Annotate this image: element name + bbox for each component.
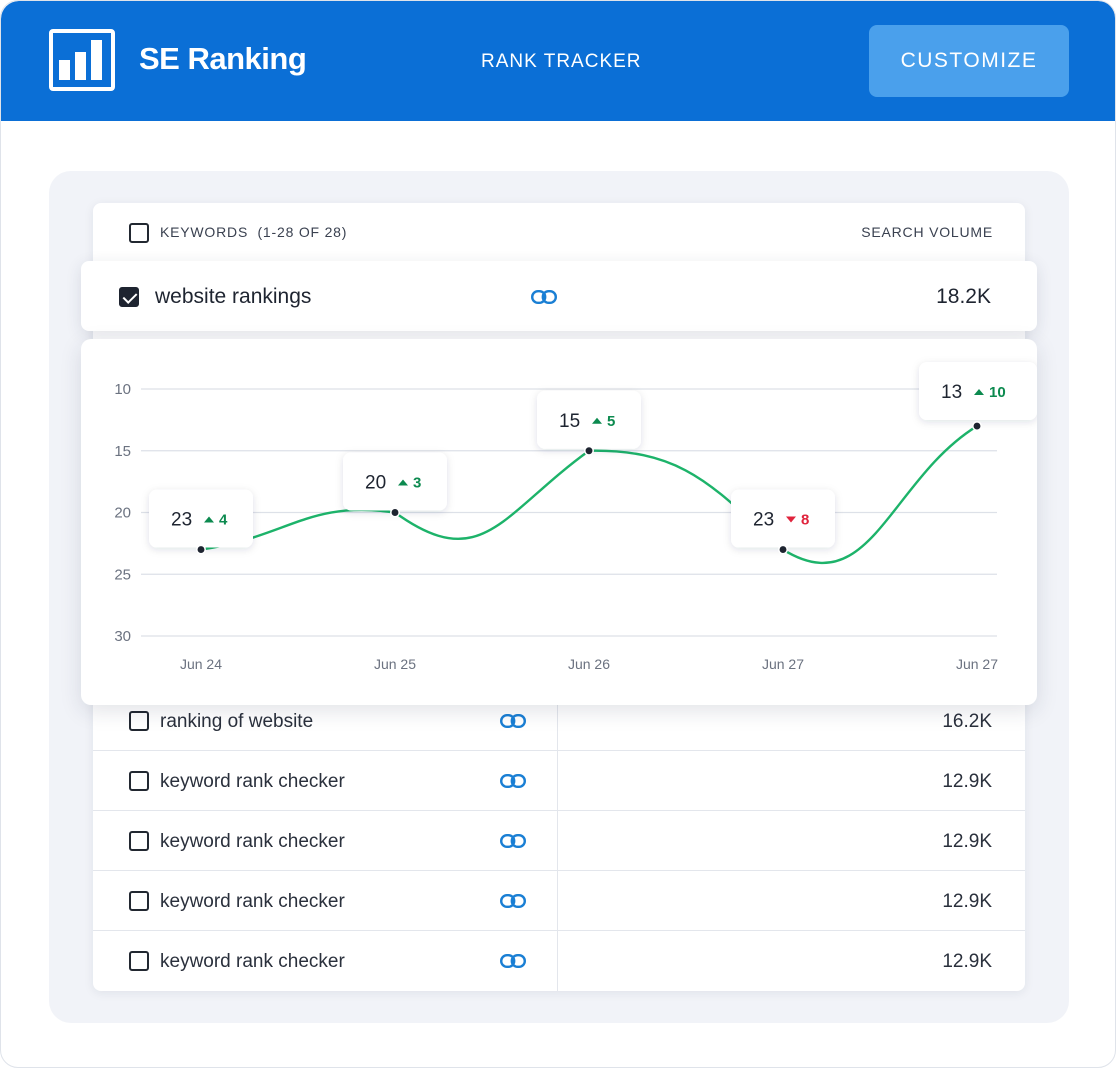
column-divider [557,871,558,931]
row-checkbox[interactable] [129,771,149,791]
table-row[interactable]: ranking of website 16.2K [93,691,1025,751]
table-row[interactable]: keyword rank checker 12.9K [93,931,1025,991]
keywords-count: (1-28 OF 28) [257,224,348,240]
table-header: KEYWORDS (1-28 OF 28) SEARCH VOLUME [93,203,1025,261]
keyword-label: ranking of website [160,711,314,732]
search-volume-value: 12.9K [942,771,992,792]
position-change: 3 [413,475,421,492]
column-divider [557,751,558,811]
link-icon[interactable] [500,774,526,788]
link-icon[interactable] [500,894,526,908]
position-value: 20 [365,473,386,494]
y-tick-label: 10 [114,381,131,398]
keyword-label: keyword rank checker [160,771,345,792]
row-checkbox-checked[interactable] [119,287,139,307]
y-tick-label: 20 [114,505,131,522]
x-tick-label: Jun 27 [956,656,998,672]
tooltip-box [343,452,447,511]
link-icon[interactable] [500,834,526,848]
keywords-column-header[interactable]: KEYWORDS (1-28 OF 28) [160,224,348,240]
link-icon[interactable] [500,954,526,968]
data-point[interactable] [196,544,206,555]
top-bar: SE Ranking RANK TRACKER CUSTOMIZE [1,1,1115,121]
data-point[interactable] [778,544,788,555]
column-divider [557,931,558,991]
selected-keyword-row[interactable]: website rankings 18.2K [81,261,1037,331]
search-volume-column-header[interactable]: SEARCH VOLUME [861,224,993,240]
table-row[interactable]: keyword rank checker 12.9K [93,811,1025,871]
link-icon[interactable] [531,290,557,304]
search-volume-value: 16.2K [942,711,992,732]
customize-button[interactable]: CUSTOMIZE [869,25,1069,97]
tooltip-box [537,390,641,449]
row-checkbox[interactable] [129,891,149,911]
nav-title-rank-tracker[interactable]: RANK TRACKER [481,51,642,72]
arrow-up-icon [974,389,984,396]
data-point-tooltip: 13 10 [919,362,1037,421]
ranking-chart: 10 15 20 25 30 Jun 24 Jun 25 Jun 26 Jun 27 Jun 2… [81,339,1037,705]
data-point-tooltip: 23 4 [149,489,253,548]
column-divider [557,811,558,871]
search-volume-value: 12.9K [942,951,992,972]
keyword-label: keyword rank checker [160,891,345,912]
table-row[interactable]: keyword rank checker 12.9K [93,871,1025,931]
table-row[interactable]: keyword rank checker 12.9K [93,751,1025,811]
search-volume-value: 12.9K [942,831,992,852]
column-divider [557,691,558,751]
arrow-down-icon [786,516,796,523]
row-checkbox[interactable] [129,711,149,731]
position-change: 5 [607,413,615,430]
arrow-up-icon [398,479,408,486]
x-tick-label: Jun 27 [762,656,804,672]
y-tick-label: 25 [114,566,131,583]
bar-chart-icon [49,29,115,91]
ranking-chart-svg: 10 15 20 25 30 Jun 24 Jun 25 Jun 26 Jun 27 Jun 2… [114,362,1037,672]
data-point[interactable] [972,421,982,432]
position-change: 8 [801,512,809,529]
x-tick-label: Jun 26 [568,656,610,672]
keyword-rows: ranking of website 16.2K keyword rank chec… [93,691,1025,991]
position-value: 15 [559,411,580,432]
search-volume-value: 12.9K [942,891,992,912]
x-tick-label: Jun 24 [180,656,222,672]
select-all-checkbox[interactable] [129,223,149,243]
position-value: 23 [171,510,192,531]
row-checkbox[interactable] [129,831,149,851]
data-point[interactable] [584,445,594,456]
keyword-label: keyword rank checker [160,951,345,972]
brand-name: SE Ranking [139,41,307,76]
selected-keyword: website rankings [155,285,312,308]
x-tick-label: Jun 25 [374,656,416,672]
data-point-tooltip: 23 8 [731,489,835,548]
link-icon[interactable] [500,714,526,728]
row-checkbox[interactable] [129,951,149,971]
keyword-label: keyword rank checker [160,831,345,852]
position-change: 10 [989,384,1006,401]
tooltip-box [149,489,253,548]
arrow-up-icon [204,516,214,523]
selected-search-volume: 18.2K [936,285,991,308]
data-point[interactable] [390,507,400,518]
y-tick-label: 30 [114,628,131,645]
data-point-tooltip: 20 3 [343,452,447,511]
position-change: 4 [219,512,228,529]
position-value: 13 [941,382,962,403]
position-value: 23 [753,510,774,531]
arrow-up-icon [592,417,602,424]
data-point-tooltip: 15 5 [537,390,641,449]
ranking-series-line [200,425,978,565]
tooltip-box [731,489,835,548]
y-tick-label: 15 [114,443,131,460]
